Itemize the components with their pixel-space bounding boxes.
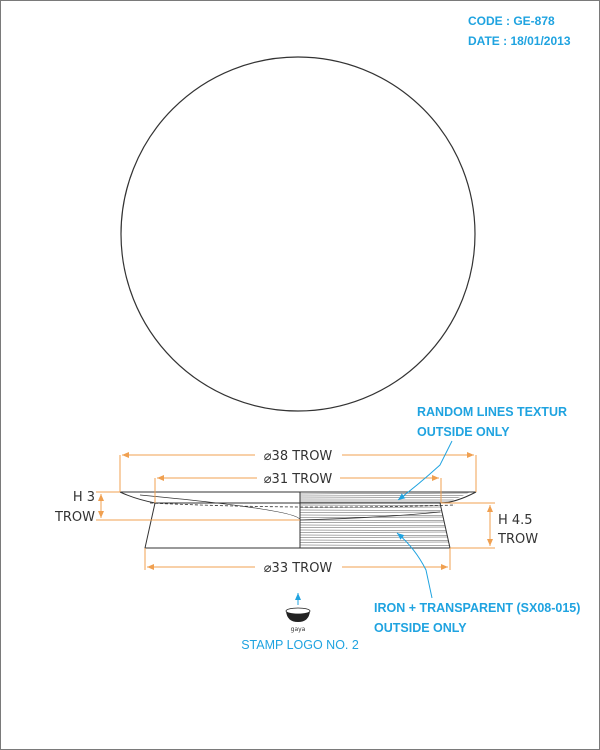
texture-callout-line1: RANDOM LINES TEXTUR — [417, 405, 567, 419]
top-view-circle — [120, 56, 476, 412]
dim-right-height-unit: TROW — [497, 532, 538, 547]
dimension-lines — [96, 452, 495, 570]
callout-leaders — [295, 440, 453, 605]
title-block: CODE : GE-878 DATE : 18/01/2013 — [468, 11, 571, 51]
material-callout-line2: OUTSIDE ONLY — [374, 621, 467, 635]
texture-callout-line2: OUTSIDE ONLY — [417, 425, 510, 439]
date-label: DATE : 18/01/2013 — [468, 34, 571, 48]
code-label: CODE : GE-878 — [468, 14, 555, 28]
stamp-logo-text: gaya — [291, 626, 306, 633]
dim-inner-diameter: ⌀31 TROW — [264, 472, 333, 487]
material-callout-line1: IRON + TRANSPARENT (SX08-015) — [374, 601, 580, 615]
stamp-label: STAMP LOGO NO. 2 — [241, 638, 359, 652]
dim-left-height: H 3 — [73, 490, 95, 505]
stamp-logo-icon — [285, 607, 311, 622]
dim-bottom-diameter: ⌀33 TROW — [264, 561, 333, 576]
side-view — [119, 491, 477, 549]
dim-left-height-unit: TROW — [54, 510, 95, 525]
dim-top-diameter: ⌀38 TROW — [264, 449, 333, 464]
dim-right-height: H 4.5 — [498, 513, 533, 528]
